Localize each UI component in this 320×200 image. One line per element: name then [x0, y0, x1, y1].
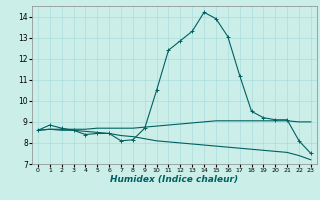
- X-axis label: Humidex (Indice chaleur): Humidex (Indice chaleur): [110, 175, 238, 184]
